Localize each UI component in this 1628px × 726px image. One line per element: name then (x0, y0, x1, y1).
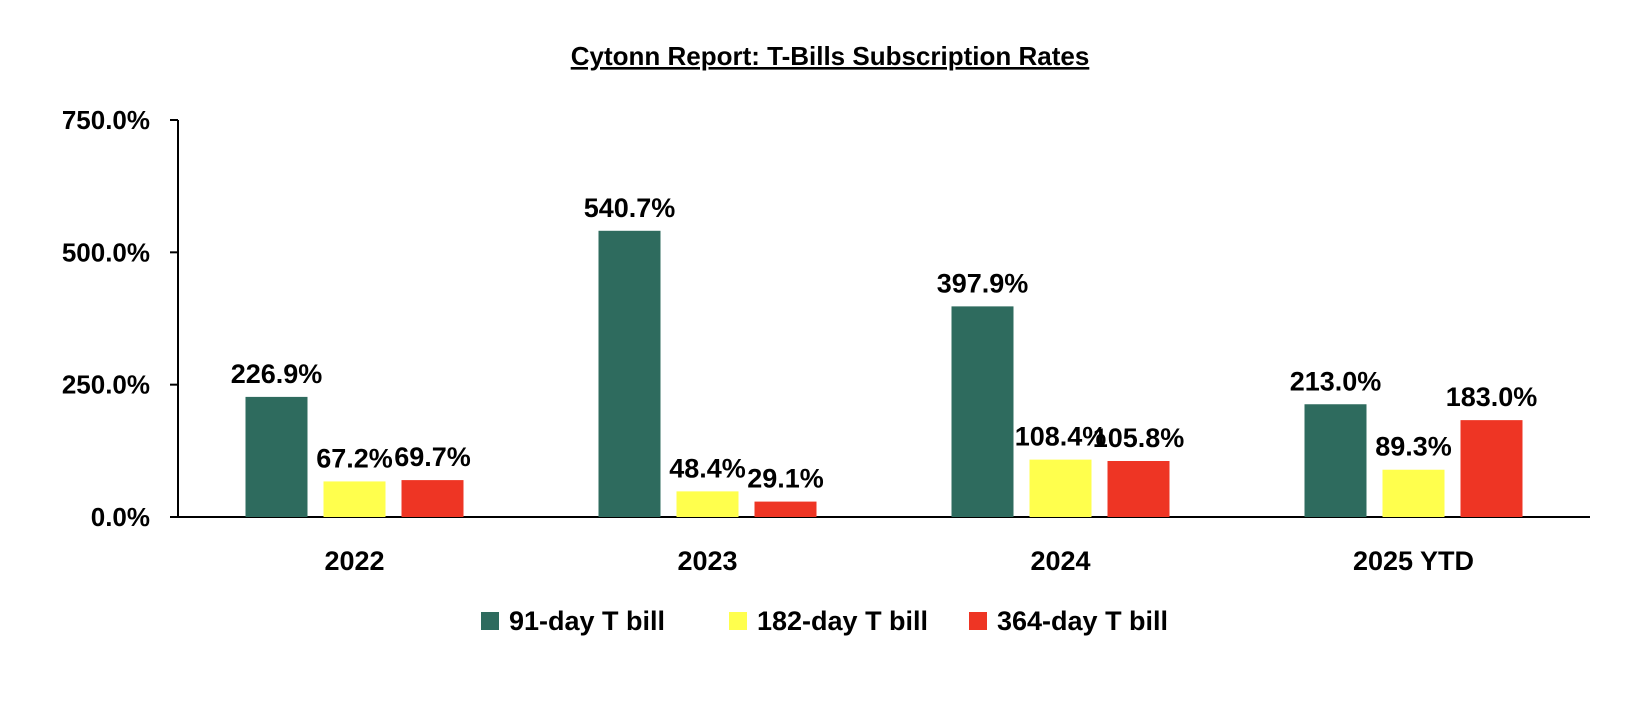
x-tick-label: 2023 (677, 546, 737, 576)
legend-item-91-day-t-bill: 91-day T bill (481, 606, 665, 636)
data-label-91-day-t-bill-2023: 540.7% (584, 193, 676, 223)
axes: 0.0% 250.0% 500.0% 750.0% 2022 2023 2024 2025 Y… (62, 105, 1590, 576)
chart-title: Cytonn Report: T-Bills Subscription Rate… (571, 41, 1090, 71)
bars (245, 230, 1523, 517)
bar-364-day-t-bill-2022 (401, 480, 464, 517)
legend-item-182-day-t-bill: 182-day T bill (729, 606, 928, 636)
y-tick-label: 750.0% (62, 105, 150, 135)
x-tick-label: 2025 YTD (1353, 546, 1474, 576)
bar-182-day-t-bill-2025-ytd (1382, 469, 1445, 517)
legend-label: 182-day T bill (757, 606, 928, 636)
bar-91-day-t-bill-2025-ytd (1304, 404, 1367, 517)
bar-364-day-t-bill-2024 (1107, 460, 1170, 517)
data-label-91-day-t-bill-2025-ytd: 213.0% (1290, 366, 1382, 396)
data-label-182-day-t-bill-2025-ytd: 89.3% (1375, 432, 1452, 462)
data-label-364-day-t-bill-2025-ytd: 183.0% (1446, 382, 1538, 412)
legend-swatch (969, 612, 987, 630)
bar-182-day-t-bill-2024 (1029, 459, 1092, 517)
data-label-182-day-t-bill-2023: 48.4% (669, 453, 746, 483)
data-label-364-day-t-bill-2022: 69.7% (394, 442, 471, 472)
bar-91-day-t-bill-2022 (245, 396, 308, 517)
data-labels: 226.9% 67.2% 69.7% 540.7% 48.4% 29.1% 397.9% 10… (231, 193, 1538, 494)
bar-182-day-t-bill-2023 (676, 491, 739, 517)
bar-91-day-t-bill-2023 (598, 230, 661, 517)
x-tick-label: 2022 (324, 546, 384, 576)
legend-swatch (729, 612, 747, 630)
data-label-364-day-t-bill-2024: 105.8% (1093, 423, 1185, 453)
legend-swatch (481, 612, 499, 630)
data-label-182-day-t-bill-2022: 67.2% (316, 443, 393, 473)
legend-item-364-day-t-bill: 364-day T bill (969, 606, 1168, 636)
bar-91-day-t-bill-2024 (951, 306, 1014, 517)
legend-label: 91-day T bill (509, 606, 665, 636)
data-label-182-day-t-bill-2024: 108.4% (1015, 422, 1107, 452)
y-tick-label: 500.0% (62, 237, 150, 267)
bar-364-day-t-bill-2023 (754, 501, 817, 517)
data-label-91-day-t-bill-2022: 226.9% (231, 359, 323, 389)
data-label-91-day-t-bill-2024: 397.9% (937, 268, 1029, 298)
y-tick-label: 0.0% (91, 502, 150, 532)
data-label-364-day-t-bill-2023: 29.1% (747, 464, 824, 494)
legend: 91-day T bill 182-day T bill 364-day T bil… (481, 606, 1168, 636)
y-tick-label: 250.0% (62, 370, 150, 400)
bar-364-day-t-bill-2025-ytd (1460, 420, 1523, 517)
legend-label: 364-day T bill (997, 606, 1168, 636)
bar-182-day-t-bill-2022 (323, 481, 386, 517)
x-tick-label: 2024 (1030, 546, 1090, 576)
